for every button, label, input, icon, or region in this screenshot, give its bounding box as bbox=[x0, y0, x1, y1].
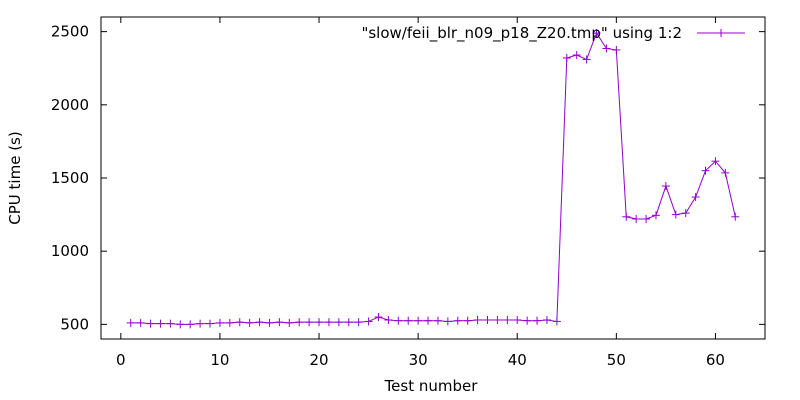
y-tick-label: 1500 bbox=[51, 169, 89, 187]
data-point bbox=[295, 318, 304, 327]
data-point bbox=[315, 318, 324, 327]
data-point bbox=[136, 318, 145, 327]
data-point bbox=[424, 316, 433, 325]
series-line bbox=[130, 31, 736, 325]
data-point bbox=[493, 315, 502, 324]
data-point bbox=[305, 318, 314, 327]
data-point bbox=[285, 318, 294, 327]
data-point bbox=[364, 317, 373, 326]
data-point bbox=[592, 29, 601, 38]
y-axis: 500 1000 1500 2000 2500 bbox=[51, 23, 765, 333]
y-tick-label: 1000 bbox=[51, 242, 89, 260]
legend: "slow/feii_blr_n09_p18_Z20.tmp" using 1:… bbox=[361, 24, 745, 43]
data-point bbox=[632, 214, 641, 223]
data-point bbox=[344, 318, 353, 327]
data-point bbox=[562, 53, 571, 62]
x-tick-label: 0 bbox=[116, 351, 126, 369]
data-point bbox=[533, 316, 542, 325]
data-point bbox=[483, 315, 492, 324]
data-point bbox=[414, 316, 423, 325]
data-point bbox=[523, 316, 532, 325]
legend-marker-plus bbox=[717, 29, 725, 37]
x-axis-label: Test number bbox=[384, 377, 479, 395]
data-point bbox=[275, 318, 284, 327]
data-point bbox=[186, 320, 195, 329]
data-point bbox=[265, 318, 274, 327]
data-point bbox=[572, 51, 581, 60]
series-layer bbox=[126, 29, 740, 329]
data-point bbox=[453, 316, 462, 325]
data-point bbox=[334, 318, 343, 327]
data-point bbox=[612, 45, 621, 54]
data-point bbox=[602, 44, 611, 53]
data-point bbox=[473, 315, 482, 324]
y-tick-label: 2500 bbox=[51, 23, 89, 41]
y-tick-label: 2000 bbox=[51, 96, 89, 114]
data-point bbox=[651, 211, 660, 220]
data-point bbox=[542, 315, 551, 324]
x-tick-label: 60 bbox=[706, 351, 725, 369]
data-point bbox=[582, 55, 591, 64]
data-point bbox=[176, 320, 185, 329]
data-point bbox=[156, 319, 165, 328]
data-point bbox=[374, 313, 383, 322]
plot-frame bbox=[100, 16, 766, 340]
data-point bbox=[711, 157, 720, 166]
data-point bbox=[463, 316, 472, 325]
data-point bbox=[552, 317, 561, 326]
data-point bbox=[701, 166, 710, 175]
x-tick-label: 40 bbox=[508, 351, 527, 369]
data-point bbox=[206, 319, 215, 328]
data-point bbox=[503, 315, 512, 324]
x-tick-label: 20 bbox=[309, 351, 328, 369]
x-tick-label: 10 bbox=[210, 351, 229, 369]
x-tick-label: 50 bbox=[607, 351, 626, 369]
data-point bbox=[661, 182, 670, 191]
data-point bbox=[671, 210, 680, 219]
data-point bbox=[196, 319, 205, 328]
data-point bbox=[245, 318, 254, 327]
data-point bbox=[235, 318, 244, 327]
data-point bbox=[166, 319, 175, 328]
x-axis: 0 10 20 30 40 50 60 bbox=[116, 17, 725, 369]
data-point bbox=[404, 316, 413, 325]
legend-marker bbox=[717, 29, 725, 37]
data-point bbox=[354, 318, 363, 327]
data-point bbox=[255, 318, 264, 327]
data-point bbox=[443, 317, 452, 326]
data-point bbox=[691, 193, 700, 202]
data-point bbox=[215, 318, 224, 327]
legend-label: "slow/feii_blr_n09_p18_Z20.tmp" using 1:… bbox=[361, 24, 682, 43]
data-point bbox=[622, 212, 631, 221]
data-point bbox=[642, 214, 651, 223]
y-axis-label: CPU time (s) bbox=[6, 131, 24, 224]
data-point bbox=[721, 168, 730, 177]
data-point bbox=[384, 315, 393, 324]
x-tick-label: 30 bbox=[409, 351, 428, 369]
data-point bbox=[126, 318, 135, 327]
data-point bbox=[394, 316, 403, 325]
data-point bbox=[324, 318, 333, 327]
data-point bbox=[225, 318, 234, 327]
data-point bbox=[681, 209, 690, 218]
y-tick-label: 500 bbox=[60, 315, 89, 333]
data-point bbox=[731, 212, 740, 221]
data-point bbox=[513, 315, 522, 324]
data-point bbox=[146, 319, 155, 328]
data-point bbox=[433, 316, 442, 325]
